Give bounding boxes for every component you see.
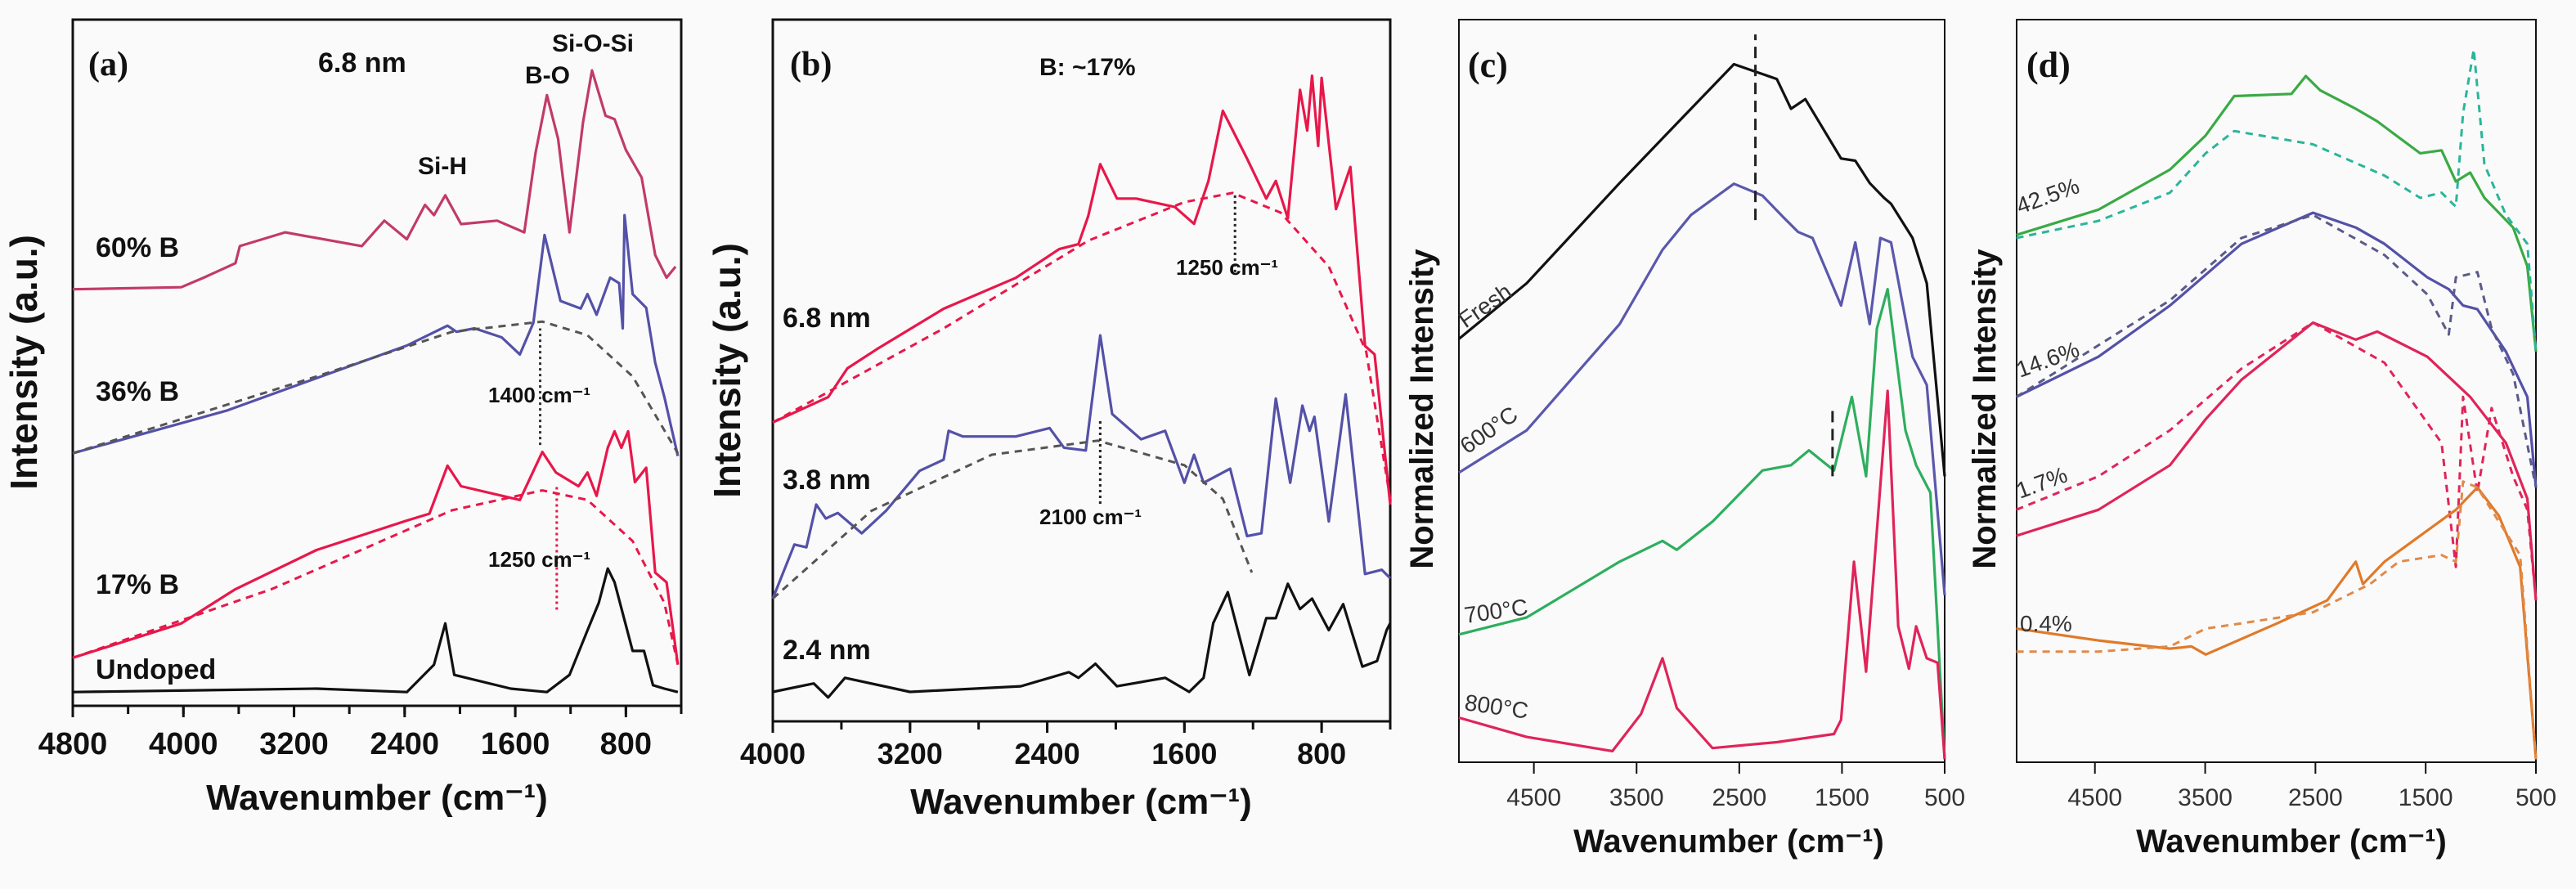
annotation-label: 600°C — [1456, 402, 1523, 459]
series-line-1-7- — [2016, 321, 2538, 601]
annotation-label: Undoped — [96, 654, 216, 685]
x-tick-label: 1600 — [481, 727, 550, 761]
series-line-undoped — [72, 567, 679, 694]
series-line-36-b — [72, 213, 680, 456]
x-tick-label: 3500 — [1609, 784, 1664, 811]
annotation-label: B: ~17% — [1039, 54, 1136, 81]
x-tick-label: 4500 — [1506, 784, 1561, 811]
x-tick-label: 500 — [2515, 784, 2556, 811]
series-line-700-c — [1458, 288, 1946, 760]
x-tick-label: 3500 — [2178, 784, 2233, 811]
annotation-label: 1.7% — [2013, 462, 2071, 504]
x-tick-label: 4500 — [2067, 784, 2122, 811]
panel-label: (d) — [2026, 45, 2071, 85]
annotation-label: 3.8 nm — [783, 465, 871, 496]
panel-b: 4000 3200 2400 1600 800 Wavenumber (cm⁻¹) Inte… — [706, 18, 1392, 822]
annotation-label: Fresh — [1454, 278, 1516, 332]
annotation-label: 1250 cm⁻¹ — [1176, 255, 1278, 280]
annotation-label: 60% B — [96, 232, 179, 263]
panel-label: (c) — [1468, 45, 1508, 85]
panel-label: (a) — [88, 46, 128, 83]
x-axis-label: Wavenumber (cm⁻¹) — [2136, 824, 2447, 860]
baseline-fit-dashed — [2016, 480, 2538, 760]
x-tick-label: 2400 — [370, 727, 440, 761]
x-tick-label: 2400 — [1015, 737, 1080, 770]
baseline-fit-dashed — [72, 320, 680, 455]
annotation-label: 42.5% — [2013, 173, 2082, 218]
annotation-label: 2100 cm⁻¹ — [1039, 505, 1142, 529]
series-line-0-4- — [2016, 486, 2538, 760]
annotation-label: 14.6% — [2013, 336, 2082, 382]
panel-c: 4500 3500 2500 1500 500 Wavenumber (cm⁻¹) Norm… — [1404, 19, 1965, 860]
series-line-14-6- — [2015, 211, 2538, 488]
annotation-label: 800°C — [1463, 689, 1530, 724]
baseline-fit-dashed — [772, 439, 1254, 600]
annotation-label: 36% B — [96, 376, 179, 407]
y-axis-label: Intensity (a.u.) — [706, 243, 748, 498]
baseline-fit-dashed — [2015, 213, 2538, 488]
x-axis-label: Wavenumber (cm⁻¹) — [1573, 824, 1884, 860]
x-tick-label: 2500 — [1712, 784, 1766, 811]
y-axis-label: Normalized Intensity — [1404, 249, 1440, 569]
x-tick-label: 1500 — [2399, 784, 2453, 811]
x-tick-label: 3200 — [259, 727, 329, 761]
annotation-label: 0.4% — [2020, 611, 2072, 636]
x-tick-label: 1600 — [1151, 737, 1217, 770]
annotation-label: 6.8 nm — [318, 47, 406, 79]
plot-frame — [2016, 19, 2537, 763]
x-axis-label: Wavenumber (cm⁻¹) — [206, 778, 548, 818]
x-tick-label: 3200 — [877, 737, 943, 770]
x-axis-label: Wavenumber (cm⁻¹) — [910, 782, 1252, 822]
annotation-label: 1400 cm⁻¹ — [488, 383, 590, 407]
baseline-fit-dashed — [2016, 321, 2538, 601]
x-tick-label: 800 — [600, 727, 652, 761]
series-line-fresh — [1457, 62, 1946, 477]
panel-label: (b) — [790, 46, 832, 83]
annotation-label: 6.8 nm — [783, 303, 871, 334]
baseline-fit-dashed — [2016, 47, 2538, 352]
annotation-label: 700°C — [1463, 594, 1530, 628]
series-line-6-8-nm — [772, 74, 1392, 505]
series-line-60-b — [72, 69, 677, 291]
series-line-3-8-nm — [771, 334, 1392, 599]
annotation-label: 1250 cm⁻¹ — [488, 547, 590, 572]
series-line-800-c — [1458, 389, 1946, 760]
series-line-42-5- — [2016, 74, 2538, 352]
series-line-600-c — [1458, 182, 1946, 595]
x-tick-label: 800 — [1297, 737, 1346, 770]
panel-d: 4500 3500 2500 1500 500 Wavenumber (cm⁻¹) Norm… — [1967, 19, 2556, 860]
x-tick-label: 500 — [1924, 784, 1965, 811]
annotation-label: Si-O-Si — [552, 30, 634, 57]
y-axis-label: Normalized Intensity — [1967, 249, 2003, 569]
y-axis-label: Intensity (a.u.) — [2, 235, 45, 490]
annotation-label: B-O — [525, 62, 570, 89]
series-line-2-4-nm — [772, 582, 1392, 699]
x-tick-label: 2500 — [2288, 784, 2343, 811]
annotation-label: Si-H — [418, 153, 467, 180]
annotation-label: 2.4 nm — [783, 635, 871, 666]
plot-frame — [771, 18, 1392, 723]
annotation-label: 17% B — [96, 569, 179, 600]
baseline-fit-dashed — [772, 191, 1392, 500]
plot-frame — [1458, 19, 1945, 763]
series-line-17-b — [72, 429, 680, 665]
x-tick-label: 4800 — [38, 727, 108, 761]
x-tick-label: 4000 — [149, 727, 218, 761]
x-tick-label: 4000 — [740, 737, 806, 770]
panel-a: 4800 4000 3200 2400 1600 800 Wavenumber (cm⁻¹)… — [2, 18, 683, 818]
plot-frame — [71, 18, 683, 707]
x-tick-label: 1500 — [1815, 784, 1869, 811]
